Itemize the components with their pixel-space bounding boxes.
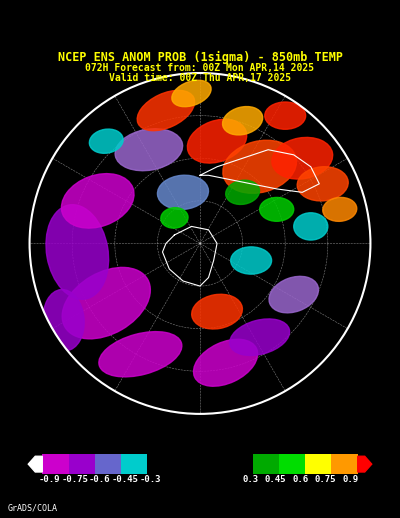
Text: -0.75: -0.75	[61, 476, 88, 484]
Text: -0.6: -0.6	[89, 476, 111, 484]
Bar	[121, 454, 148, 474]
Ellipse shape	[226, 180, 260, 205]
Ellipse shape	[115, 129, 183, 171]
Ellipse shape	[297, 167, 348, 201]
Ellipse shape	[223, 140, 296, 193]
Ellipse shape	[192, 294, 242, 329]
FancyArrow shape	[358, 456, 372, 472]
Ellipse shape	[62, 174, 134, 228]
Bar	[68, 454, 95, 474]
Ellipse shape	[161, 208, 188, 228]
Ellipse shape	[187, 119, 247, 163]
Text: 0.75: 0.75	[314, 476, 336, 484]
Ellipse shape	[272, 137, 333, 179]
Ellipse shape	[222, 107, 263, 135]
Ellipse shape	[43, 290, 84, 351]
Text: -0.45: -0.45	[112, 476, 138, 484]
Bar	[200, 454, 252, 474]
Ellipse shape	[294, 213, 328, 240]
Ellipse shape	[99, 332, 182, 377]
Bar	[95, 454, 121, 474]
Bar	[305, 454, 332, 474]
Ellipse shape	[89, 129, 123, 153]
Ellipse shape	[323, 197, 357, 221]
Ellipse shape	[158, 175, 208, 209]
Text: -0.3: -0.3	[139, 476, 161, 484]
Ellipse shape	[172, 80, 211, 107]
Text: 0.45: 0.45	[264, 476, 286, 484]
Bar	[252, 454, 279, 474]
Text: 0.3: 0.3	[242, 476, 258, 484]
Circle shape	[30, 73, 370, 414]
Text: Valid time: 00Z Thu APR,17 2025: Valid time: 00Z Thu APR,17 2025	[109, 73, 291, 83]
Text: 072H Forecast from: 00Z Mon APR,14 2025: 072H Forecast from: 00Z Mon APR,14 2025	[86, 63, 314, 73]
Ellipse shape	[230, 319, 290, 355]
Text: -0.9: -0.9	[39, 476, 60, 484]
Text: 0.9: 0.9	[342, 476, 358, 484]
Bar	[332, 454, 358, 474]
Bar	[42, 454, 68, 474]
Ellipse shape	[265, 102, 306, 130]
Text: GrADS/COLA: GrADS/COLA	[8, 503, 58, 512]
Bar	[279, 454, 305, 474]
Bar	[148, 454, 200, 474]
Ellipse shape	[46, 205, 109, 299]
Ellipse shape	[194, 339, 258, 386]
Ellipse shape	[137, 90, 195, 131]
FancyArrow shape	[28, 456, 42, 472]
Ellipse shape	[231, 247, 272, 274]
Ellipse shape	[269, 276, 318, 313]
Ellipse shape	[62, 267, 150, 339]
Ellipse shape	[260, 197, 294, 221]
Text: 0.6: 0.6	[292, 476, 308, 484]
Text: NCEP ENS ANOM PROB (1sigma) - 850mb TEMP: NCEP ENS ANOM PROB (1sigma) - 850mb TEMP	[58, 51, 342, 64]
